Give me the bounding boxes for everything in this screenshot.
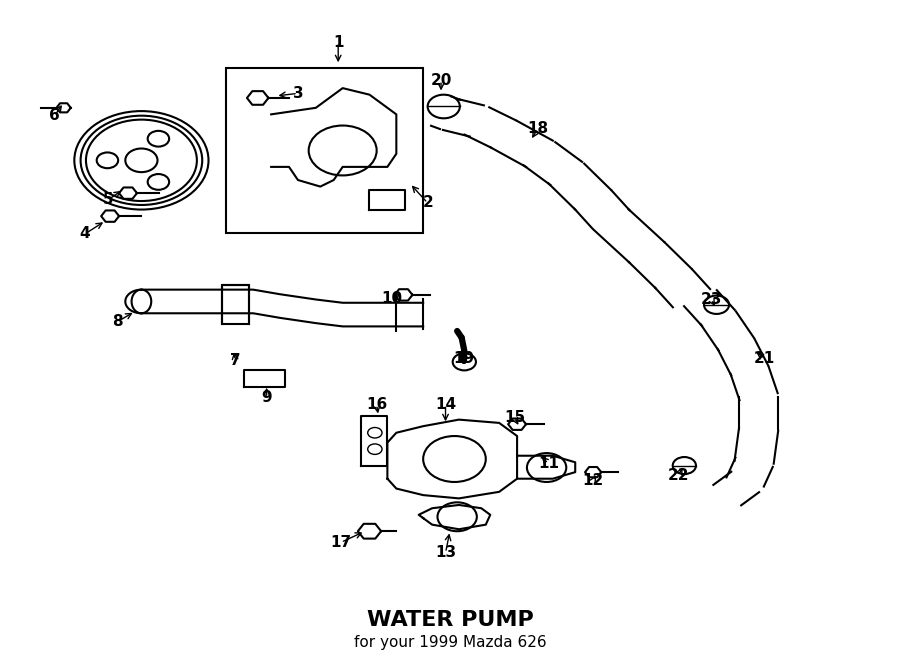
Polygon shape bbox=[524, 142, 582, 185]
Polygon shape bbox=[714, 472, 759, 505]
Text: 19: 19 bbox=[453, 351, 474, 366]
Polygon shape bbox=[629, 242, 691, 289]
Polygon shape bbox=[718, 339, 768, 375]
Text: 7: 7 bbox=[230, 353, 240, 368]
Text: WATER PUMP: WATER PUMP bbox=[366, 610, 534, 630]
Polygon shape bbox=[701, 311, 754, 351]
Text: 20: 20 bbox=[430, 73, 452, 88]
Polygon shape bbox=[734, 428, 778, 463]
Text: 2: 2 bbox=[422, 195, 433, 211]
Polygon shape bbox=[593, 209, 664, 262]
Polygon shape bbox=[548, 164, 611, 210]
Text: 21: 21 bbox=[754, 351, 776, 366]
Text: 23: 23 bbox=[700, 292, 722, 307]
Polygon shape bbox=[464, 107, 516, 148]
Polygon shape bbox=[655, 269, 710, 307]
Polygon shape bbox=[443, 99, 484, 136]
Polygon shape bbox=[491, 121, 553, 167]
Polygon shape bbox=[684, 290, 734, 326]
Text: 13: 13 bbox=[435, 545, 456, 560]
Polygon shape bbox=[574, 191, 630, 228]
Text: 10: 10 bbox=[382, 291, 402, 306]
FancyBboxPatch shape bbox=[227, 68, 423, 232]
Text: 8: 8 bbox=[112, 314, 122, 329]
Polygon shape bbox=[731, 367, 778, 400]
Text: 15: 15 bbox=[504, 410, 525, 425]
Text: 1: 1 bbox=[333, 34, 344, 50]
Text: 17: 17 bbox=[330, 535, 351, 550]
Text: 6: 6 bbox=[50, 108, 60, 123]
Text: 12: 12 bbox=[582, 473, 604, 488]
Text: 11: 11 bbox=[538, 456, 559, 471]
Polygon shape bbox=[726, 457, 773, 487]
Text: 16: 16 bbox=[366, 397, 387, 412]
Text: 9: 9 bbox=[261, 391, 272, 405]
Text: 3: 3 bbox=[292, 86, 303, 101]
Text: for your 1999 Mazda 626: for your 1999 Mazda 626 bbox=[354, 636, 546, 650]
Text: 18: 18 bbox=[527, 121, 548, 136]
Polygon shape bbox=[739, 397, 778, 430]
Text: 22: 22 bbox=[667, 468, 688, 483]
Text: 5: 5 bbox=[103, 192, 113, 207]
Polygon shape bbox=[431, 97, 460, 129]
Text: 4: 4 bbox=[80, 226, 90, 242]
Text: 14: 14 bbox=[435, 397, 456, 412]
